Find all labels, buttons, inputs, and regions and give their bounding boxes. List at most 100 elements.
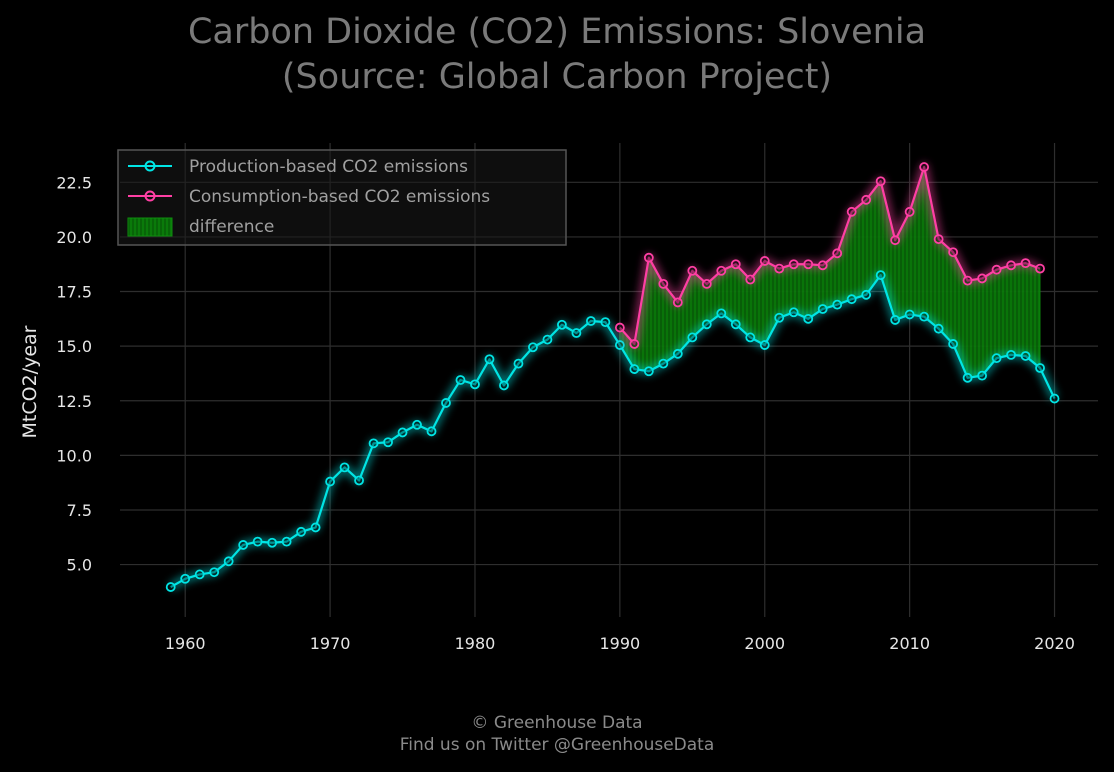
- data-point: [861, 289, 872, 300]
- data-point: [904, 206, 915, 217]
- data-point: [223, 556, 234, 567]
- data-point: [397, 427, 408, 438]
- data-point: [194, 569, 205, 580]
- data-point: [730, 319, 741, 330]
- x-tick-label: 1970: [310, 634, 351, 653]
- data-point: [325, 476, 335, 487]
- production-series: [165, 270, 1060, 592]
- data-point: [832, 299, 843, 310]
- data-point: [672, 297, 683, 308]
- y-tick-label: 7.5: [67, 501, 92, 520]
- data-point: [1006, 349, 1016, 360]
- data-point: [701, 319, 712, 330]
- data-point: [774, 312, 785, 323]
- legend-entry-production: Production-based CO2 emissions: [128, 157, 468, 177]
- legend-entry-difference: difference: [127, 217, 274, 237]
- x-tick-label: 1990: [600, 634, 641, 653]
- data-point: [557, 319, 567, 330]
- legend-frame: [117, 149, 567, 246]
- data-point: [180, 573, 191, 584]
- y-tick-label: 5.0: [67, 556, 92, 575]
- consumption-series: [614, 162, 1045, 349]
- data-point: [614, 322, 625, 333]
- y-tick-label: 12.5: [56, 392, 92, 411]
- y-tick-label: 10.0: [56, 446, 92, 465]
- data-point: [600, 317, 611, 328]
- data-point: [643, 252, 654, 263]
- data-point: [759, 340, 770, 350]
- production-series-glow: [168, 270, 1059, 591]
- data-point: [629, 364, 640, 374]
- data-point: [832, 248, 843, 259]
- y-tick-label: 22.5: [56, 173, 92, 192]
- data-point: [933, 234, 944, 245]
- data-point: [933, 323, 944, 334]
- data-point: [817, 260, 828, 271]
- data-point: [803, 313, 814, 324]
- y-tick-label: 17.5: [56, 283, 92, 302]
- data-point: [788, 259, 799, 270]
- data-point: [687, 332, 698, 343]
- data-point: [310, 522, 321, 533]
- legend-swatch-difference: [127, 217, 173, 237]
- data-point: [1035, 263, 1045, 274]
- data-point: [1035, 363, 1045, 373]
- data-point: [875, 176, 886, 187]
- data-point: [513, 358, 524, 369]
- legend: Production-based CO2 emissions Consumpti…: [117, 149, 567, 246]
- x-tick-label: 1960: [165, 634, 206, 653]
- data-point: [977, 370, 987, 381]
- data-point: [484, 354, 495, 365]
- data-point: [267, 537, 278, 548]
- consumption-series-line: [619, 165, 1041, 346]
- x-tick-label: 2000: [744, 634, 785, 653]
- data-point: [716, 308, 727, 319]
- data-point: [1020, 258, 1031, 269]
- data-point: [846, 206, 857, 217]
- data-point: [803, 259, 814, 270]
- data-point: [861, 194, 872, 205]
- footer-twitter: Find us on Twitter @GreenhouseData: [399, 735, 715, 755]
- legend-marker-consumption: [144, 190, 156, 202]
- data-point: [919, 311, 930, 322]
- data-point: [745, 274, 756, 285]
- data-point: [890, 315, 901, 325]
- data-point: [890, 235, 901, 246]
- data-point: [745, 332, 756, 343]
- data-point: [455, 375, 466, 385]
- data-point: [716, 265, 727, 276]
- data-point: [730, 259, 741, 270]
- legend-entry-consumption: Consumption-based CO2 emissions: [128, 187, 490, 207]
- data-point: [904, 309, 915, 320]
- data-point: [672, 348, 683, 359]
- chart-title: Carbon Dioxide (CO2) Emissions: Slovenia: [187, 12, 927, 52]
- data-point: [919, 162, 930, 172]
- data-point: [817, 304, 828, 314]
- production-series-line: [170, 274, 1056, 589]
- y-tick-label: 15.0: [56, 337, 92, 356]
- data-point: [977, 273, 987, 284]
- data-point: [412, 419, 422, 430]
- data-point: [238, 540, 249, 550]
- legend-label-difference: difference: [189, 217, 274, 237]
- legend-marker-production: [144, 160, 156, 172]
- data-point: [759, 256, 770, 266]
- data-point: [875, 270, 886, 281]
- data-point: [354, 475, 364, 486]
- data-point: [687, 265, 698, 276]
- y-axis-label: MtCO2/year: [19, 325, 41, 438]
- data-point: [426, 426, 437, 437]
- data-point: [629, 339, 640, 349]
- data-point: [962, 275, 973, 286]
- data-point: [441, 398, 451, 408]
- data-point: [571, 328, 582, 338]
- data-point: [948, 339, 959, 349]
- data-point: [614, 340, 625, 350]
- data-point: [585, 316, 596, 326]
- data-point: [368, 438, 379, 449]
- data-point: [846, 294, 857, 305]
- data-point: [209, 567, 220, 578]
- y-tick-label: 20.0: [56, 228, 92, 247]
- data-point: [542, 334, 553, 345]
